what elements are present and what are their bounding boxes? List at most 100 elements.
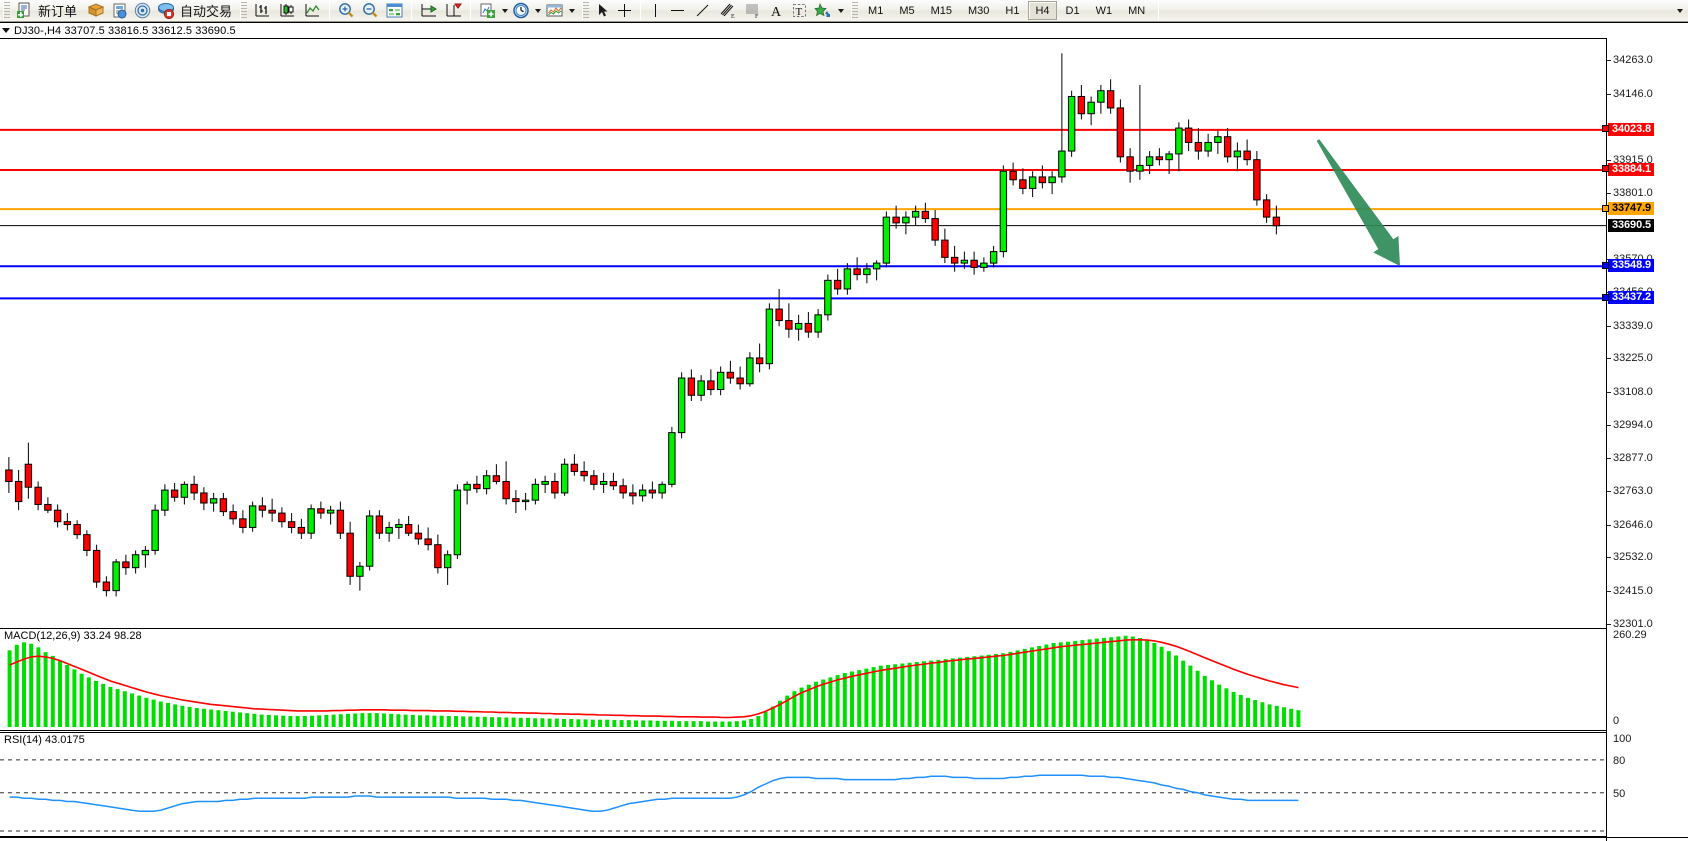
svg-text:T: T (796, 6, 803, 18)
auto-scroll-icon[interactable] (441, 1, 466, 21)
text-label-icon[interactable]: T (788, 1, 811, 21)
shapes-dropdown-caret[interactable] (836, 2, 845, 20)
candle (755, 343, 764, 373)
candle (258, 497, 267, 518)
price-tag-support-1[interactable]: 33548.9 (1608, 259, 1655, 273)
horizontal-line-icon[interactable] (665, 1, 690, 21)
candle (336, 501, 345, 539)
candle (1184, 119, 1193, 152)
tick-mark (1607, 93, 1611, 95)
candle (5, 457, 13, 493)
rsi-indicator-pane[interactable]: RSI(14) 43.0175 (0, 732, 1606, 837)
vertical-line-icon[interactable] (645, 1, 665, 21)
price-tag-support-2[interactable]: 33437.2 (1608, 291, 1655, 305)
timeframe-m5[interactable]: M5 (899, 4, 915, 17)
candle (1106, 79, 1115, 114)
timeframe-w1[interactable]: W1 (1095, 4, 1113, 17)
tick-label: 33339.0 (1613, 319, 1653, 332)
candle (697, 375, 705, 402)
shapes-icon[interactable] (811, 1, 836, 21)
timeframe-mn[interactable]: MN (1128, 4, 1146, 17)
grid-icon[interactable] (382, 1, 407, 21)
price-scale[interactable]: 34263.034146.033915.033801.033570.033456… (1602, 38, 1688, 838)
macd-series (7, 635, 1301, 727)
new-order-label[interactable]: 新订单 (38, 4, 78, 19)
candle (1165, 151, 1173, 175)
shift-chart-icon[interactable] (416, 1, 441, 21)
candle (122, 554, 130, 575)
candle (941, 228, 949, 264)
zoom-in-icon[interactable] (334, 1, 358, 21)
indicators-dropdown-caret[interactable] (500, 2, 509, 20)
time-scale[interactable]: 1 Aug 20221 Aug 20:002 Aug 12:003 Aug 04… (0, 837, 1606, 841)
price-tag-resistance-1[interactable]: 33884.1 (1608, 162, 1655, 176)
tick-label: 33108.0 (1613, 385, 1653, 398)
tick-label: 32532.0 (1613, 551, 1653, 564)
candle (1233, 142, 1242, 172)
candle (356, 561, 364, 591)
toolbar-overflow-caret[interactable] (1675, 2, 1684, 20)
zoom-out-icon[interactable] (358, 1, 382, 21)
timeframe-toolbar-grip[interactable] (851, 1, 859, 20)
candle (219, 492, 228, 516)
candle (1019, 168, 1027, 195)
period-dropdown-caret[interactable] (533, 2, 542, 20)
trend-line-icon[interactable] (690, 1, 715, 21)
timeframe-m15[interactable]: M15 (930, 4, 952, 17)
period-icon[interactable] (509, 1, 533, 21)
candle (512, 490, 520, 514)
drawing-toolbar-grip[interactable] (582, 1, 590, 20)
tick-label: 32994.0 (1613, 418, 1653, 431)
candle (365, 510, 374, 571)
toolbar-grip[interactable] (3, 1, 10, 20)
fibonacci-icon[interactable]: F (740, 1, 765, 21)
templates-icon[interactable] (542, 1, 567, 21)
history-icon[interactable] (84, 1, 108, 21)
tick-mark (1607, 325, 1611, 327)
profile-icon[interactable] (108, 1, 131, 21)
text-icon[interactable]: A (765, 1, 788, 21)
tick-label: 33801.0 (1613, 186, 1653, 199)
new-order-icon[interactable] (13, 1, 36, 21)
auto-trading-label[interactable]: 自动交易 (180, 4, 233, 19)
crosshair-icon[interactable] (613, 1, 636, 21)
price-tag-pivot[interactable]: 33747.9 (1608, 202, 1655, 216)
macd-indicator-pane[interactable]: MACD(12,26,9) 33.24 98.28 (0, 628, 1606, 731)
line-chart-icon[interactable] (300, 1, 325, 21)
candle (804, 311, 813, 338)
price-tick: 32763.0 (1607, 485, 1688, 498)
candle (482, 469, 491, 495)
toolbar-separator-5 (1158, 1, 1160, 20)
price-chart-pane[interactable] (0, 38, 1606, 627)
level-handle-support-2[interactable] (1602, 293, 1609, 301)
timeframe-d1[interactable]: D1 (1065, 4, 1080, 17)
price-tick: 32994.0 (1607, 419, 1688, 432)
candle (170, 482, 179, 502)
price-tag-current-price[interactable]: 33690.5 (1608, 218, 1655, 232)
level-handle-resistance-1[interactable] (1602, 165, 1609, 173)
candlestick-series (0, 53, 1606, 597)
signals-icon[interactable] (131, 1, 154, 21)
indicators-icon[interactable] (475, 1, 500, 21)
price-tag-resistance-2[interactable]: 34023.8 (1608, 122, 1655, 136)
level-handle-support-1[interactable] (1602, 261, 1609, 269)
templates-dropdown-caret[interactable] (567, 2, 576, 20)
level-handle-resistance-2[interactable] (1602, 125, 1609, 133)
auto-trading-icon[interactable] (154, 1, 178, 21)
tick-mark (1607, 391, 1611, 393)
candle (326, 505, 335, 525)
candle (453, 484, 462, 560)
bar-chart-icon[interactable] (250, 1, 275, 21)
chart-menu-caret-icon[interactable] (2, 28, 10, 33)
cursor-icon[interactable] (592, 1, 613, 21)
timeframe-h4[interactable]: H4 (1028, 1, 1057, 20)
bearish-arrow (1316, 139, 1400, 266)
candle (1038, 165, 1047, 189)
timeframe-m30[interactable]: M30 (968, 4, 990, 17)
timeframe-m1[interactable]: M1 (868, 4, 884, 17)
timeframe-h1[interactable]: H1 (1005, 4, 1020, 17)
equidistant-channel-icon[interactable]: E (715, 1, 740, 21)
candlestick-chart-icon[interactable] (275, 1, 300, 21)
level-handle-pivot[interactable] (1602, 204, 1609, 212)
charts-toolbar-grip[interactable] (240, 1, 248, 20)
